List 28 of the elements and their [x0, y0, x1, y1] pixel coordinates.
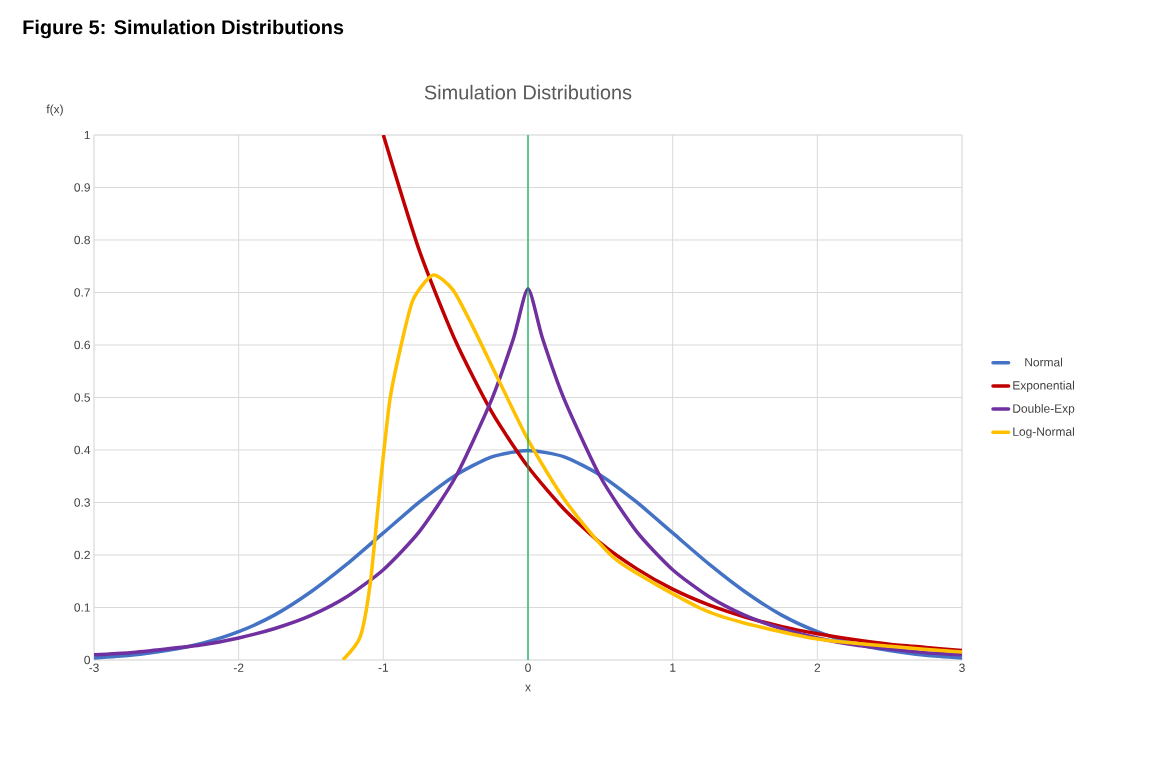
y-tick-label: 0.6 [74, 340, 90, 350]
x-axis-title: x [525, 684, 531, 692]
y-tick-label: 0.3 [74, 498, 90, 507]
x-tick-label: -3 [89, 663, 99, 672]
y-tick-label: 0.4 [74, 445, 91, 455]
y-tick-label: 0 [84, 655, 91, 665]
y-tick-label: 0.5 [74, 393, 90, 402]
y-tick-label: 0.1 [74, 603, 90, 612]
y-tick-label: 0.8 [74, 235, 90, 245]
x-tick-label: 2 [814, 663, 821, 672]
x-tick-label: -2 [233, 663, 244, 672]
legend-label: Exponential [1013, 380, 1074, 392]
x-tick-label: 0 [525, 663, 531, 672]
y-tick-label: 0.7 [74, 288, 90, 297]
legend-label: Log-Normal [1013, 427, 1074, 439]
x-tick-label: -1 [378, 663, 389, 672]
legend-label: Normal [1025, 357, 1063, 367]
line-series [341, 273, 963, 660]
y-tick-label: 0.9 [74, 183, 90, 192]
y-axis-title: f(x) [46, 104, 63, 116]
x-tick-label: 1 [670, 663, 676, 672]
chart-title: Figure 5: Simulation Distributions [23, 19, 344, 39]
legend-label: Double-Exp [1013, 404, 1075, 416]
y-tick-label: 0.2 [74, 550, 90, 560]
line-series [94, 287, 963, 657]
y-tick-label: 1 [84, 130, 90, 140]
chart-subtitle: Simulation Distributions [424, 84, 632, 100]
x-tick-label: 3 [959, 663, 965, 672]
